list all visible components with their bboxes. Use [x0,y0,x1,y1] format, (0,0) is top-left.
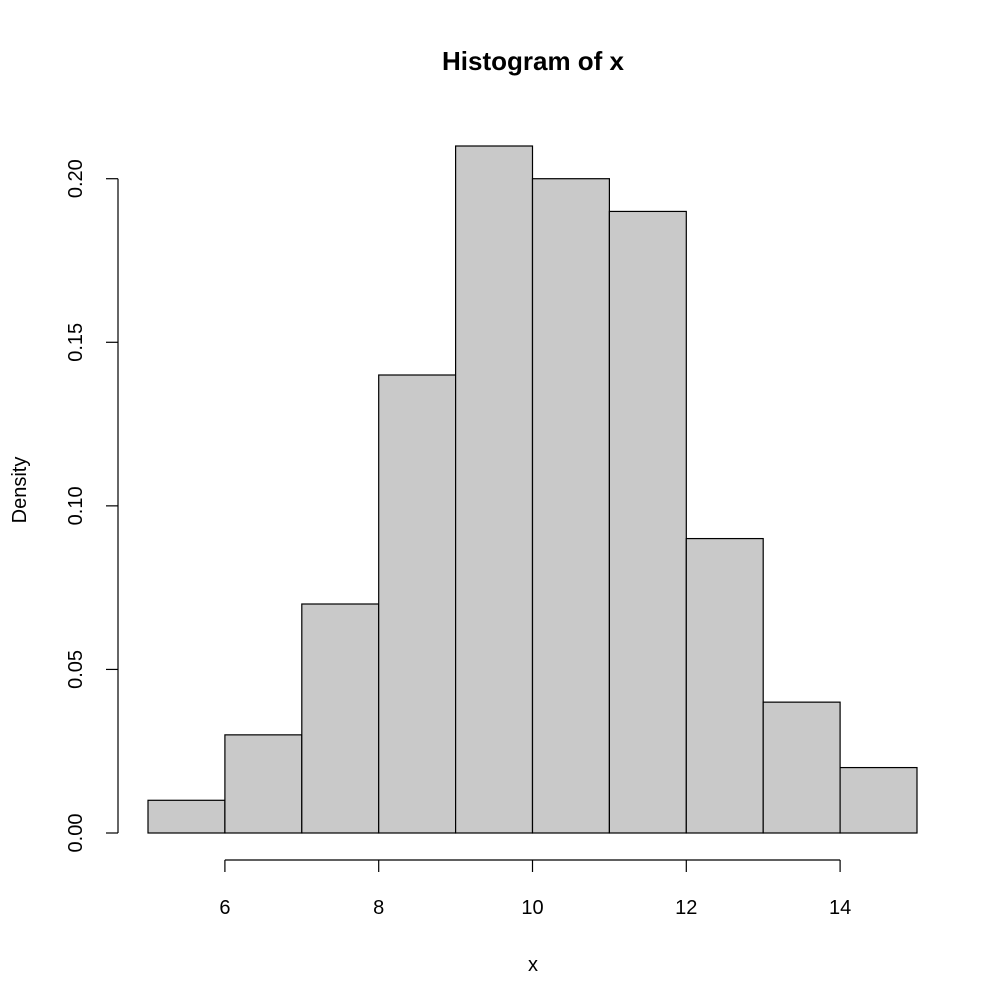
y-axis: 0.00 0.05 0.10 0.15 0.20 [65,159,119,853]
bars-group [147,145,918,834]
histogram-bar-12-13 [685,537,764,834]
x-axis: 6 8 10 12 14 [219,859,851,919]
histogram-bar-14-15 [839,766,918,834]
y-tick-label: 0.20 [65,159,87,198]
y-tick-label: 0.10 [65,486,87,525]
y-tick-label: 0.00 [65,814,87,853]
histogram-bar-11-12 [608,210,687,834]
x-tick-label: 12 [675,897,697,919]
x-tick-label: 8 [373,897,384,919]
histogram-bar-5-6 [147,799,226,834]
histogram-bar-7-8 [301,603,380,834]
chart-title: Histogram of x [442,46,625,76]
histogram-bar-10-11 [531,178,611,834]
x-axis-title: x [528,954,538,976]
y-tick-label: 0.05 [65,650,87,689]
histogram-bar-13-14 [762,701,841,834]
histogram-bar-6-7 [224,734,303,834]
histogram-bar-8-9 [378,374,457,834]
y-tick-label: 0.15 [65,323,87,362]
x-tick-label: 10 [521,897,543,919]
x-tick-label: 14 [829,897,851,919]
histogram-bar-9-10 [455,145,534,834]
x-tick-label: 6 [219,897,230,919]
y-axis-title: Density [9,457,31,524]
